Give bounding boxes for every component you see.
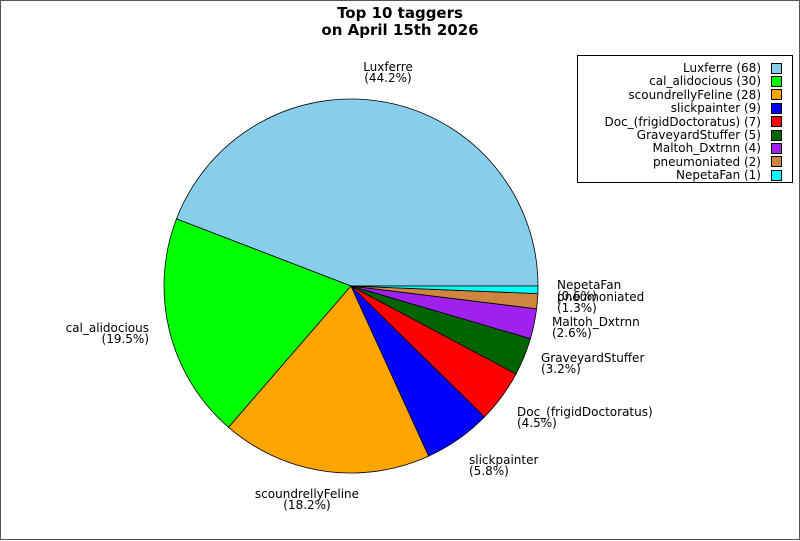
- slice-percent-cal-alidocious: (19.5%): [102, 332, 149, 346]
- legend-swatch: [771, 129, 782, 141]
- legend-swatch: [771, 75, 782, 87]
- slice-label-pneumoniated: pneumoniated: [557, 290, 644, 304]
- legend-item-nepetafan: NepetaFan (1): [676, 167, 782, 183]
- legend-swatch: [771, 62, 782, 74]
- legend-label: NepetaFan (1): [676, 168, 761, 183]
- legend-swatch: [771, 156, 782, 168]
- chart-title: Top 10 taggers on April 15th 2026: [1, 5, 799, 39]
- legend-item-slickpainter: slickpainter (9): [671, 100, 782, 116]
- legend-swatch: [771, 116, 782, 128]
- legend-item-pneumoniated: pneumoniated (2): [653, 154, 782, 170]
- slice-percent-doc-frigiddoctoratus: (4.5%): [517, 416, 557, 430]
- slice-percent-pneumoniated: (1.3%): [557, 301, 597, 315]
- pie-slice-cal-alidocious: [163, 218, 352, 428]
- slice-percent-luxferre: (44.2%): [364, 71, 411, 85]
- slice-label-slickpainter: slickpainter: [469, 453, 538, 467]
- chart-title-line-2: on April 15th 2026: [321, 21, 479, 39]
- legend-swatch: [771, 102, 782, 114]
- legend-item-cal-alidocious: cal_alidocious (30): [649, 73, 782, 89]
- slice-percent-scoundrellyfeline: (18.2%): [283, 498, 330, 512]
- slice-label-cal-alidocious: cal_alidocious: [66, 321, 149, 335]
- legend-label: Maltoh_Dxtrnn (4): [652, 141, 762, 156]
- legend-label: scoundrellyFeline (28): [628, 87, 761, 102]
- chart-title-line-1: Top 10 taggers: [337, 4, 463, 22]
- legend-label: pneumoniated (2): [652, 154, 761, 169]
- slice-label-maltoh-dxtrnn: Maltoh_Dxtrnn: [552, 315, 640, 329]
- legend-label: cal_alidocious (30): [649, 74, 761, 89]
- slice-label-luxferre: Luxferre: [363, 60, 413, 74]
- legend-item-graveyardstuffer: GraveyardStuffer (5): [637, 127, 782, 143]
- legend-swatch: [771, 142, 782, 154]
- pie-slice-scoundrellyfeline: [227, 285, 430, 474]
- slice-label-scoundrellyfeline: scoundrellyFeline: [255, 487, 359, 501]
- slice-label-doc-frigiddoctoratus: Doc_(frigidDoctoratus): [517, 405, 653, 419]
- legend-item-luxferre: Luxferre (68): [683, 60, 782, 76]
- legend-swatch: [771, 169, 782, 181]
- slice-percent-nepetafan: (0.6%): [557, 289, 597, 303]
- legend-label: Doc_(frigidDoctoratus) (7): [604, 114, 762, 129]
- chart-legend: Luxferre (68) cal_alidocious (30) scoundre…: [577, 55, 793, 183]
- legend-label: Luxferre (68): [682, 61, 761, 75]
- slice-percent-maltoh-dxtrnn: (2.6%): [552, 326, 592, 340]
- legend-item-maltoh-dxtrnn: Maltoh_Dxtrnn (4): [652, 140, 782, 156]
- legend-label: slickpainter (9): [670, 101, 761, 116]
- legend-swatch: [771, 89, 782, 101]
- slice-label-nepetafan: NepetaFan: [557, 278, 621, 292]
- legend-item-scoundrellyfeline: scoundrellyFeline (28): [628, 87, 782, 103]
- pie-slice-luxferre: [175, 98, 539, 287]
- pie-slice-nepetafan: [350, 285, 539, 295]
- slice-percent-slickpainter: (5.8%): [469, 464, 509, 478]
- slice-percent-graveyardstuffer: (3.2%): [541, 362, 581, 376]
- slice-label-graveyardstuffer: GraveyardStuffer: [541, 351, 644, 365]
- legend-label: GraveyardStuffer (5): [636, 128, 761, 142]
- legend-item-doc-frigiddoctoratus: Doc_(frigidDoctoratus) (7): [604, 114, 782, 130]
